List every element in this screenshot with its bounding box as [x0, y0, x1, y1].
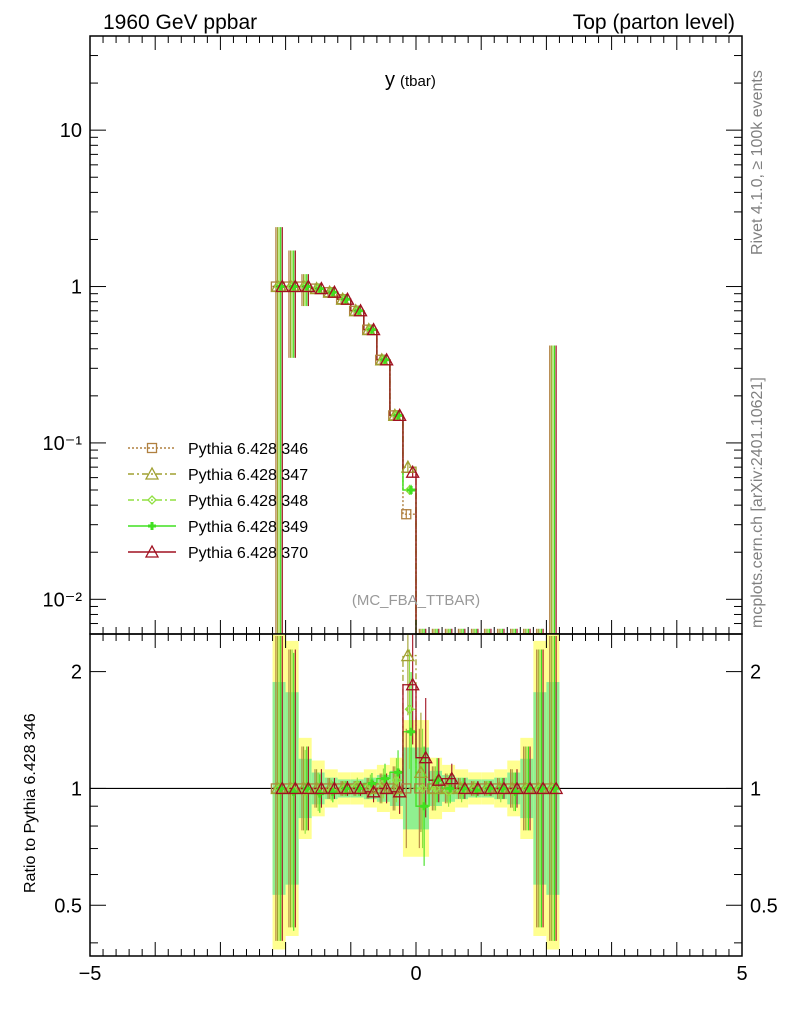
ratio-data-point [394, 768, 403, 777]
ratio-data-point [444, 771, 459, 785]
ratio-data-point [414, 783, 425, 794]
main-data-point [275, 279, 290, 293]
ratio-data-point [431, 772, 446, 786]
ratio-data-point [275, 781, 290, 795]
ratio-data-point [417, 783, 428, 794]
ratio-data-point [379, 781, 394, 795]
ratio-data-point [289, 787, 298, 796]
ratio-x-ticks: −5 0 5 [79, 634, 748, 985]
ratio-data-point [522, 781, 538, 795]
main-data-point [405, 464, 420, 478]
ratio-data-point [446, 784, 455, 793]
rivet-label: Rivet 4.1.0, ≥ 100k events [749, 70, 766, 255]
main-data-point [400, 459, 415, 473]
main-plot: 10 1 10⁻¹ 10⁻² y (tbar) (MC_FBA_TTBAR) Pythi… [43, 35, 743, 635]
main-y-ticks: 10 1 10⁻¹ 10⁻² [43, 35, 742, 635]
ratio-y-tick-label-right: 2 [750, 662, 761, 684]
main-title: y (tbar) [385, 69, 436, 91]
ratio-data-point [496, 781, 512, 795]
ratio-plot: 2 2 1 1 0.5 0.5 −5 0 5 Ratio to Pythia 6.428 34… [22, 633, 778, 985]
header-right: Top (parton level) [573, 11, 735, 34]
ratio-data-point [353, 781, 368, 795]
ratio-y-tick-label: 1 [71, 778, 82, 800]
ratio-x-tick-label: 0 [410, 963, 421, 985]
ratio-data-point [509, 781, 525, 795]
main-title-sub: (tbar) [400, 73, 436, 90]
ratio-data-point [426, 781, 442, 795]
main-data-point [392, 408, 407, 422]
legend-marker [148, 522, 156, 530]
legend-label: Pythia 6.428 349 [188, 519, 308, 536]
legend-label: Pythia 6.428 346 [188, 441, 308, 458]
legend-marker [144, 466, 160, 480]
ratio-markers [270, 648, 564, 811]
main-data-point [407, 485, 416, 494]
main-data-point [379, 352, 394, 366]
ratio-data-point [420, 802, 429, 811]
ratio-data-point [483, 781, 499, 795]
legend-marker [147, 495, 157, 505]
main-y-tick-label: 1 [71, 277, 82, 299]
ratio-data-point [400, 648, 415, 662]
ratio-data-point [367, 779, 376, 788]
main-y-tick-label: 10⁻² [43, 589, 83, 611]
ratio-data-point [405, 677, 420, 691]
annotation: (MC_FBA_TTBAR) [352, 592, 480, 609]
legend-label: Pythia 6.428 370 [188, 545, 308, 562]
ratio-data-point [418, 750, 433, 764]
main-series-line [272, 285, 560, 635]
header-left: 1960 GeV ppbar [103, 11, 257, 34]
main-y-tick-label: 10⁻¹ [43, 433, 83, 455]
ratio-data-point [366, 784, 381, 798]
ratio-ylabel: Ratio to Pythia 6.428 346 [22, 713, 39, 893]
legend-marker [144, 544, 160, 558]
main-markers [270, 279, 420, 520]
ratio-y-ticks: 2 2 1 1 0.5 0.5 [54, 662, 778, 944]
ratio-data-point [392, 784, 407, 798]
main-data-point [366, 322, 381, 336]
main-data-point [340, 291, 355, 305]
main-data-point [288, 279, 303, 293]
main-data-point [327, 284, 342, 298]
main-data-point [401, 509, 412, 520]
legend-label: Pythia 6.428 347 [188, 467, 308, 484]
main-y-tick-label: 10 [60, 120, 82, 142]
ratio-data-point [314, 781, 329, 795]
main-x-ticks [89, 36, 743, 634]
legend-marker [146, 442, 158, 454]
ratio-data-point [340, 781, 355, 795]
ratio-data-point [430, 783, 441, 794]
ratio-data-point [288, 781, 303, 795]
ratio-data-point [301, 781, 316, 795]
ratio-y-tick-label-right: 0.5 [750, 895, 778, 917]
main-data-point [314, 281, 329, 295]
main-data-point [301, 279, 316, 293]
main-series-lines [272, 285, 560, 635]
ratio-data-point [381, 774, 389, 783]
ratio-x-tick-label: −5 [79, 963, 102, 985]
ratio-data-point [457, 781, 472, 795]
ratio-data-point [470, 781, 485, 795]
ratio-data-point [535, 781, 551, 795]
ratio-y-tick-label: 2 [71, 662, 82, 684]
ratio-data-point [327, 781, 342, 795]
ratio-data-point [404, 704, 415, 715]
ratio-data-point [407, 727, 416, 736]
main-data-point [353, 303, 368, 317]
legend: Pythia 6.428 346 Pythia 6.428 347 Pythia 6… [128, 441, 308, 562]
ratio-data-point [413, 765, 429, 779]
ratio-data-point [549, 781, 564, 795]
legend-label: Pythia 6.428 348 [188, 493, 308, 510]
ratio-data-point [511, 787, 520, 796]
main-title-var: y [385, 69, 395, 91]
ratio-data-point [328, 787, 337, 796]
mcplots-label: mcplots.cern.ch [arXiv:2401.10621] [749, 377, 766, 628]
ratio-x-tick-label: 5 [736, 963, 747, 985]
ratio-y-tick-label-right: 1 [750, 778, 761, 800]
ratio-data-point [391, 775, 402, 786]
ratio-y-tick-label: 0.5 [54, 895, 82, 917]
